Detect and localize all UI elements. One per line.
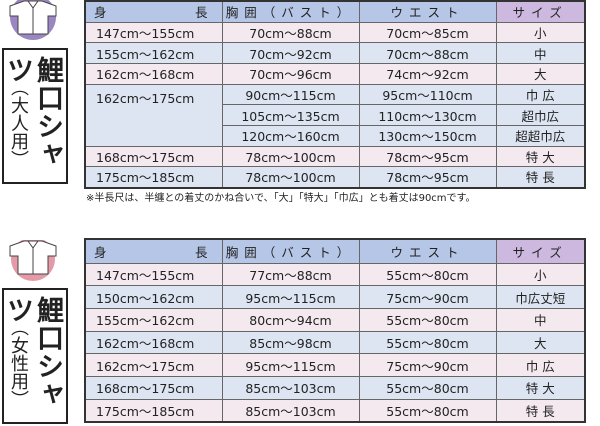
header-height: 長身 [84,238,223,264]
cell: 77cm〜88cm [221,262,360,287]
cell: 大 [495,62,586,85]
cell: 162cm〜168cm [84,330,223,355]
cell: 150cm〜162cm [84,285,223,309]
cell: 147cm〜155cm [84,262,223,287]
table-row: 147cm〜155cm 77cm〜88cm 55cm〜80cm 小 [84,262,586,287]
header-row: 長身 胸囲（バスト） ウエスト サイズ [84,0,586,23]
cell: 78cm〜95cm [358,166,497,188]
cell: 110cm〜130cm [358,104,497,126]
header-row: 長身 胸囲（バスト） ウエスト サイズ [84,238,586,264]
cell: 95cm〜115cm [221,285,360,309]
cell: 95cm〜115cm [221,353,360,377]
cell: 巾 広 [495,353,586,377]
table-row: 162cm〜175cm 90cm〜115cm 95cm〜110cm 巾 広 [84,83,586,147]
cell: 巾 広 [495,83,586,106]
cell: 155cm〜162cm [84,307,223,332]
table-row: 168cm〜175cm 85cm〜103cm 55cm〜80cm 特 大 [84,375,586,400]
header-height-a: 身 [94,5,113,21]
table-row: 147cm〜155cm 70cm〜88cm 70cm〜85cm 小 [84,21,586,44]
table-row: 175cm〜185cm 85cm〜103cm 55cm〜80cm 特 長 [84,398,586,423]
header-size: サイズ [495,238,586,264]
cell: 70cm〜96cm [221,62,360,85]
women-title: 鯉口シャツ [2,296,63,408]
table-row: 155cm〜162cm 70cm〜92cm 70cm〜88cm 中 [84,42,586,64]
header-bust: 胸囲（バスト） [221,238,360,264]
table-row: 120cm〜160cm 130cm〜150cm 超超巾広 [85,124,586,147]
adult-size-table: 長身 胸囲（バスト） ウエスト サイズ 147cm〜155cm 70cm〜88cm… [84,0,586,189]
table-row: 155cm〜162cm 80cm〜94cm 55cm〜80cm 中 [84,307,586,332]
cell: 55cm〜80cm [358,262,497,287]
cell: 小 [495,21,586,44]
cell: 168cm〜175cm [84,145,223,168]
cell: 55cm〜80cm [358,398,497,423]
cell: 78cm〜100cm [221,145,360,168]
cell: 155cm〜162cm [84,42,223,64]
cell: 小 [495,262,586,287]
header-bust: 胸囲（バスト） [221,0,360,23]
cell: 特 大 [495,375,586,400]
header-height-b: 長 [194,244,214,260]
cell: 70cm〜92cm [221,42,360,64]
cell: 大 [495,330,586,355]
header-waist: ウエスト [358,238,497,264]
cell: 162cm〜168cm [84,62,223,85]
adult-title: 鯉口シャツ [2,56,63,168]
shirt-icon [9,0,57,40]
table-row: 150cm〜162cm 95cm〜115cm 75cm〜90cm 巾広丈短 [84,285,586,309]
cell: 162cm〜175cm [84,353,223,377]
cell: 70cm〜85cm [358,21,497,44]
cell: 中 [495,42,586,64]
table-row: 162cm〜168cm 85cm〜98cm 55cm〜80cm 大 [84,330,586,355]
cell: 55cm〜80cm [358,375,497,400]
cell: 85cm〜103cm [221,398,360,423]
women-size-table: 長身 胸囲（バスト） ウエスト サイズ 147cm〜155cm 77cm〜88cm… [84,238,586,423]
cell: 特 長 [495,398,586,423]
cell: 147cm〜155cm [84,21,223,44]
shirt-icon [9,240,57,281]
cell: 超巾広 [495,104,586,126]
cell: 85cm〜103cm [221,375,360,400]
cell: 95cm〜110cm [358,83,497,106]
cell: 75cm〜90cm [358,285,497,309]
header-waist: ウエスト [358,0,497,23]
cell: 中 [495,307,586,332]
header-height: 長身 [84,0,223,23]
header-height-a: 身 [94,244,113,260]
cell: 120cm〜160cm [221,124,360,147]
header-size: サイズ [495,0,586,23]
women-label: 鯉口シャツ （女性用） [2,288,68,424]
cell: 巾広丈短 [495,285,586,309]
cell: 特 長 [495,166,586,188]
cell: 168cm〜175cm [84,375,223,400]
cell: 130cm〜150cm [358,124,497,147]
cell: 90cm〜115cm [221,83,360,106]
cell: 74cm〜92cm [358,62,497,85]
cell: 55cm〜80cm [358,330,497,355]
cell: 78cm〜95cm [358,145,497,168]
header-height-b: 長 [194,5,214,21]
cell: 85cm〜98cm [221,330,360,355]
cell: 80cm〜94cm [221,307,360,332]
table-row: 162cm〜175cm 95cm〜115cm 75cm〜90cm 巾 広 [84,353,586,377]
adult-note: ※半長尺は、半纏との着丈のかね合いで、「大」「特大」「巾広」とも着丈は90cmで… [86,193,476,204]
cell: 70cm〜88cm [221,21,360,44]
cell: 78cm〜100cm [221,166,360,188]
cell: 162cm〜175cm [84,83,223,147]
cell: 超超巾広 [495,124,586,147]
cell: 特 大 [495,145,586,168]
cell: 75cm〜90cm [358,353,497,377]
cell: 70cm〜88cm [358,42,497,64]
table-row: 175cm〜185cm 78cm〜100cm 78cm〜95cm 特 長 [84,166,586,188]
cell: 175cm〜185cm [84,166,223,188]
adult-subtitle: （大人用） [8,78,29,168]
cell: 55cm〜80cm [358,307,497,332]
cell: 105cm〜135cm [221,104,360,126]
table-row: 162cm〜168cm 70cm〜96cm 74cm〜92cm 大 [84,62,586,85]
cell: 175cm〜185cm [84,398,223,423]
adult-label: 鯉口シャツ （大人用） [2,48,68,184]
table-row: 168cm〜175cm 78cm〜100cm 78cm〜95cm 特 大 [84,145,586,168]
women-subtitle: （女性用） [8,318,29,408]
